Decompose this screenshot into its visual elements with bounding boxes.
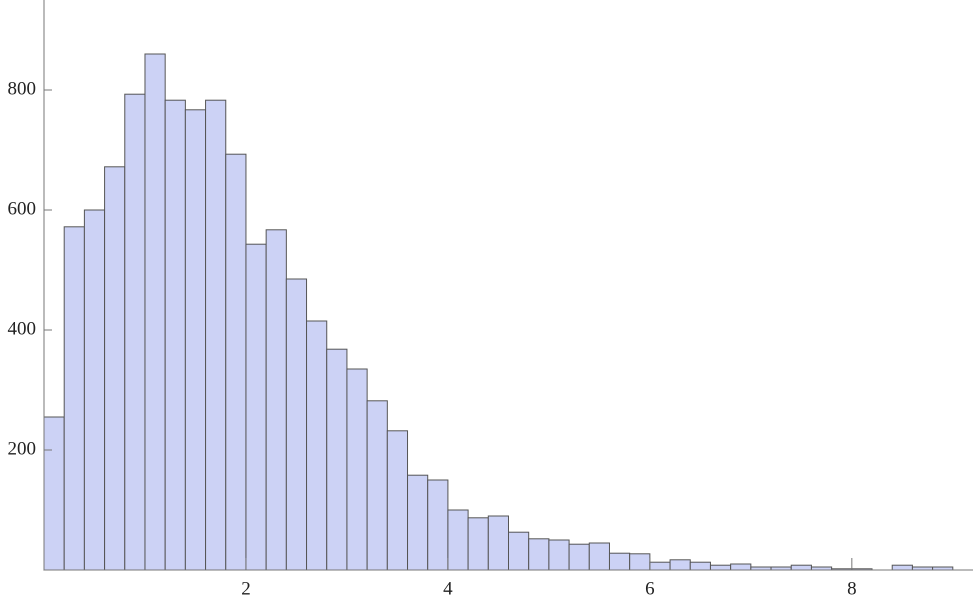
x-tick-label: 4 — [443, 578, 453, 599]
y-tick-label: 600 — [8, 198, 37, 219]
bar — [205, 99, 227, 571]
bar — [487, 515, 510, 571]
bar — [427, 479, 449, 571]
bar — [467, 517, 489, 571]
x-tick-label: 2 — [241, 578, 251, 599]
bar — [386, 430, 409, 571]
bar — [245, 243, 267, 571]
bar — [63, 226, 85, 571]
bar — [346, 368, 368, 571]
bar — [306, 320, 328, 571]
bar — [265, 229, 287, 571]
bar — [326, 348, 348, 571]
bar — [407, 474, 429, 571]
bar — [225, 153, 247, 571]
bar — [164, 99, 186, 571]
x-tick-label: 8 — [847, 578, 857, 599]
bar — [124, 93, 146, 571]
bar — [669, 559, 691, 571]
bar — [83, 209, 106, 571]
bar — [790, 564, 812, 571]
bar — [891, 564, 913, 571]
bar — [144, 53, 166, 571]
y-tick-label: 400 — [8, 318, 37, 339]
bar — [285, 278, 308, 571]
bar — [709, 564, 732, 571]
x-tick-label: 6 — [645, 578, 655, 599]
bar — [508, 531, 530, 571]
bar — [184, 109, 207, 571]
bar — [629, 553, 651, 571]
y-tick-label: 800 — [8, 78, 37, 99]
bar — [447, 509, 469, 571]
bar — [366, 400, 388, 571]
bar — [588, 542, 610, 571]
bar — [568, 543, 590, 571]
bar — [608, 552, 631, 571]
bar — [104, 166, 126, 571]
bar — [689, 561, 711, 571]
bar — [43, 416, 65, 571]
bar — [730, 563, 752, 571]
bar — [649, 561, 671, 571]
bar — [528, 538, 550, 571]
bar — [548, 539, 570, 571]
y-tick-label: 200 — [8, 438, 37, 459]
